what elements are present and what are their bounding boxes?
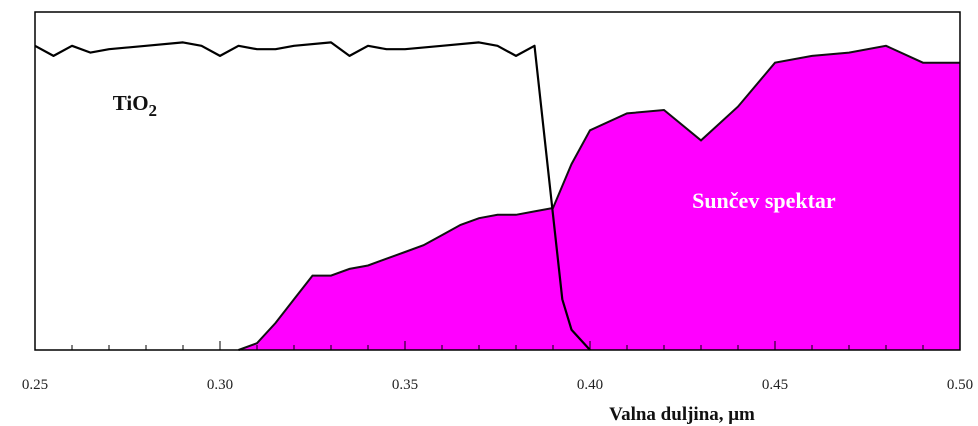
series-suncev-spektar-outline [238, 44, 960, 351]
x-tick-label: 0.30 [207, 377, 233, 393]
plot-frame [34, 11, 961, 351]
x-tick-label: 0.50 [947, 377, 973, 393]
annotation-tio2-subscript: 2 [149, 101, 158, 120]
x-tick-label: 0.45 [762, 377, 788, 393]
annotation-suncev-spektar: Sunčev spektar [692, 188, 836, 213]
plot-area [34, 11, 961, 351]
x-tick-label: 0.40 [577, 377, 603, 393]
x-axis-ticks [34, 341, 961, 350]
annotation-tio2-text: TiO [113, 91, 149, 115]
annotation-tio2: TiO2 [113, 91, 157, 120]
x-tick-label: 0.35 [392, 377, 418, 393]
x-tick-label: 0.25 [22, 377, 48, 393]
series-suncev-spektar-area [238, 45, 960, 351]
series-tio2-line [34, 41, 591, 351]
x-axis-label: Valna duljina, μm [609, 404, 755, 425]
x-axis-tick-labels: 0.25 0.30 0.35 0.40 0.45 0.50 [22, 377, 973, 393]
